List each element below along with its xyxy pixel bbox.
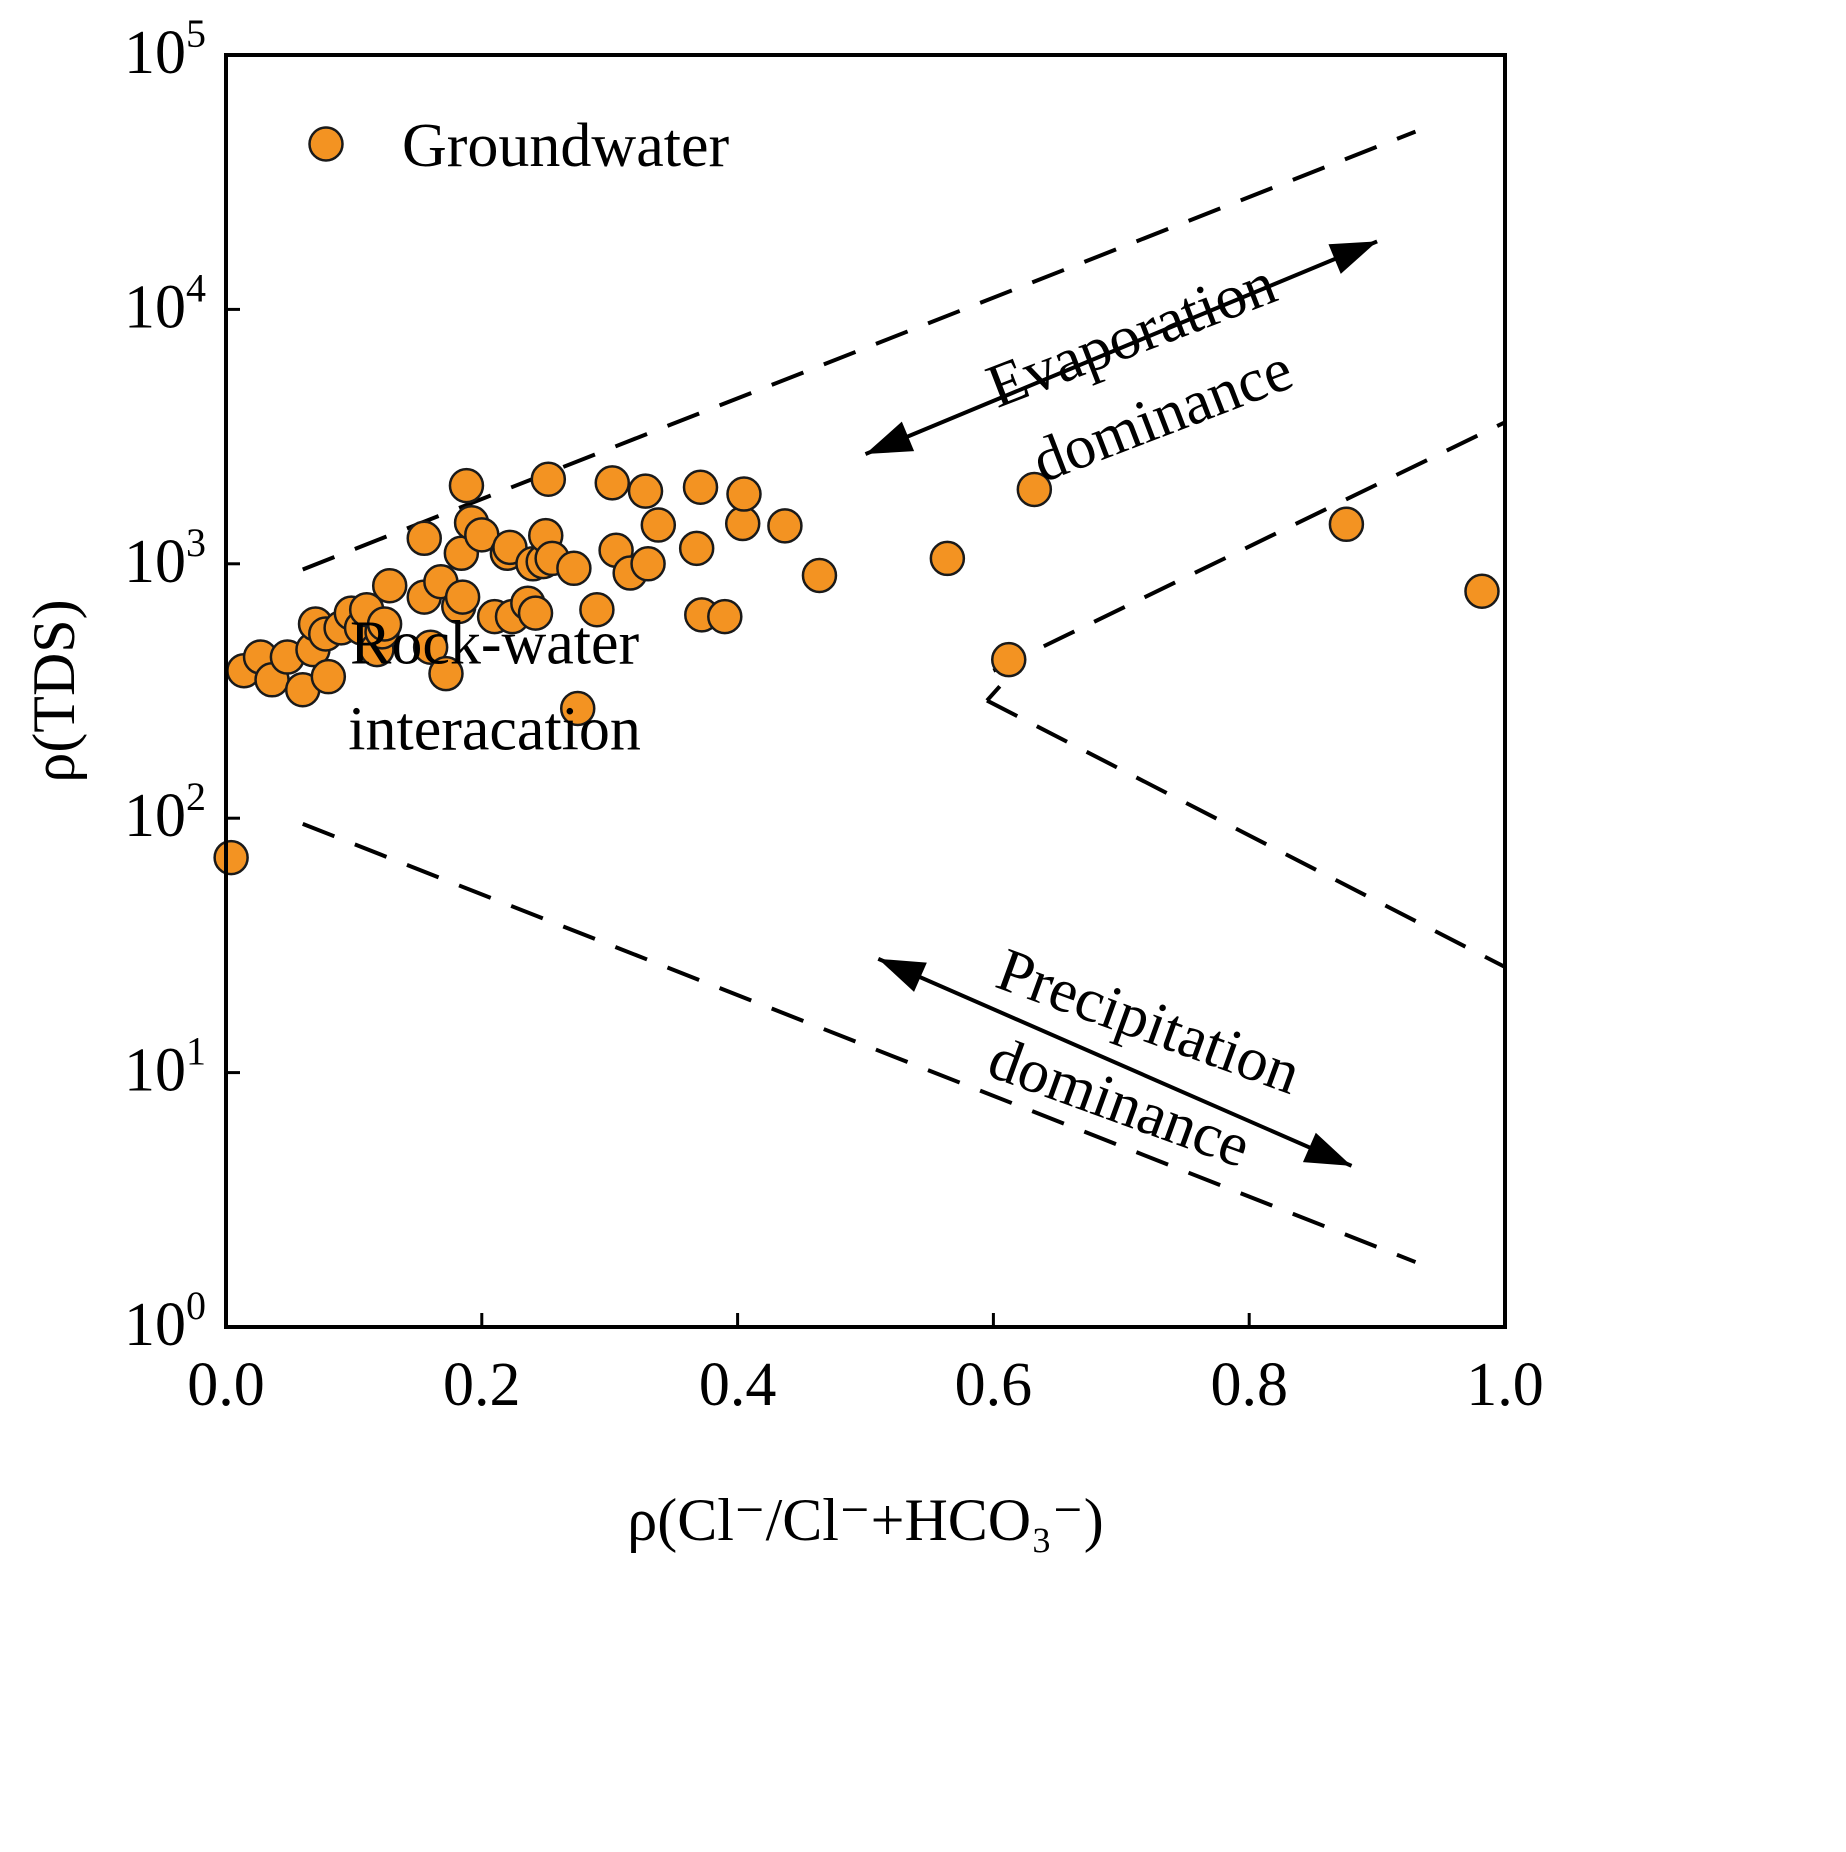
y-tick-base: 10: [124, 1037, 186, 1105]
groundwater-point: [707, 598, 743, 635]
plot-frame: [224, 53, 1507, 1329]
precipitation-arrow-head-end: [1302, 1132, 1352, 1166]
y-tick-exponent: 5: [186, 11, 206, 56]
evaporation-arrow-head-start: [865, 421, 915, 455]
x-tick-label: 1.0: [1466, 1351, 1544, 1419]
legend-label: Groundwater: [402, 112, 729, 180]
x-tick-label: 0.6: [955, 1351, 1033, 1419]
x-tick-label: 0.4: [699, 1351, 777, 1419]
groundwater-point: [767, 508, 803, 544]
y-tick-exponent: 4: [186, 265, 206, 310]
y-tick-exponent: 1: [186, 1029, 206, 1074]
groundwater-point: [682, 469, 719, 505]
evaporation-arrow-head-end: [1328, 241, 1378, 274]
groundwater-point: [630, 546, 666, 582]
evaporation-upper-dashed-line: [302, 129, 1417, 572]
y-tick-base: 10: [124, 782, 186, 850]
data-points: [213, 461, 1500, 876]
groundwater-point: [366, 606, 403, 642]
y-tick-base: 10: [124, 19, 186, 87]
y-tick-label: 103: [124, 520, 206, 596]
rock-water-label-line: Rock-water: [350, 609, 640, 677]
groundwater-point: [444, 579, 481, 615]
y-tick-label: 102: [124, 774, 206, 850]
groundwater-point: [371, 567, 408, 604]
legend: Groundwater: [308, 112, 729, 180]
groundwater-point: [556, 550, 592, 587]
rock-water-label-line: interacation: [348, 695, 641, 763]
x-tick-label: 0.8: [1210, 1351, 1288, 1419]
groundwater-point: [428, 655, 464, 692]
groundwater-point: [1464, 573, 1500, 610]
evaporation-lower-dashed-line: [992, 420, 1506, 673]
groundwater-point: [517, 595, 554, 631]
groundwater-point: [530, 461, 567, 497]
groundwater-point: [579, 591, 615, 628]
x-tick-label: 0.0: [187, 1351, 265, 1419]
y-tick-base: 10: [124, 273, 186, 341]
precipitation-arrow-shaft: [877, 957, 1353, 1168]
groundwater-point: [640, 507, 677, 543]
groundwater-point: [801, 557, 838, 594]
y-tick-label: 105: [124, 11, 206, 87]
groundwater-point: [724, 505, 761, 542]
x-axis-label: ρ(Cl⁻/Cl⁻+HCO₃⁻): [627, 1487, 1103, 1553]
groundwater-point: [627, 473, 664, 509]
apex-connector-line: [985, 684, 1002, 702]
groundwater-point: [406, 520, 442, 557]
y-tick-exponent: 2: [186, 774, 206, 819]
groundwater-point: [726, 476, 762, 512]
precipitation-upper-dashed-line: [986, 698, 1506, 969]
y-tick-base: 10: [124, 528, 186, 596]
y-tick-label: 101: [124, 1029, 206, 1105]
y-axis-label: ρ(TDS): [21, 599, 87, 782]
precipitation-lower-dashed-line: [302, 822, 1417, 1264]
groundwater-point: [1016, 471, 1053, 508]
legend-marker: [308, 126, 344, 162]
y-tick-label: 100: [124, 1283, 206, 1359]
groundwater-point: [559, 690, 596, 727]
evaporation-arrow-shaft: [864, 239, 1378, 456]
precipitation-arrow-head-start: [878, 958, 927, 992]
guide-lines: [302, 129, 1506, 1264]
groundwater-point: [929, 540, 966, 577]
groundwater-point: [594, 465, 631, 501]
groundwater-point: [310, 658, 347, 695]
annotations: Rock-water interacation Evaporationdominan…: [348, 249, 1309, 1181]
groundwater-point: [448, 467, 485, 504]
y-tick-exponent: 3: [186, 520, 206, 565]
groundwater-point: [678, 530, 715, 567]
y-tick-exponent: 0: [186, 1283, 206, 1328]
groundwater-point: [213, 839, 249, 876]
x-tick-label: 0.2: [443, 1351, 521, 1419]
groundwater-point: [1328, 506, 1365, 543]
y-tick-base: 10: [124, 1291, 186, 1359]
rock-water-label: Rock-water interacation: [348, 609, 641, 763]
groundwater-point: [412, 629, 449, 665]
groundwater-point: [990, 641, 1027, 678]
y-tick-label: 104: [124, 265, 206, 341]
